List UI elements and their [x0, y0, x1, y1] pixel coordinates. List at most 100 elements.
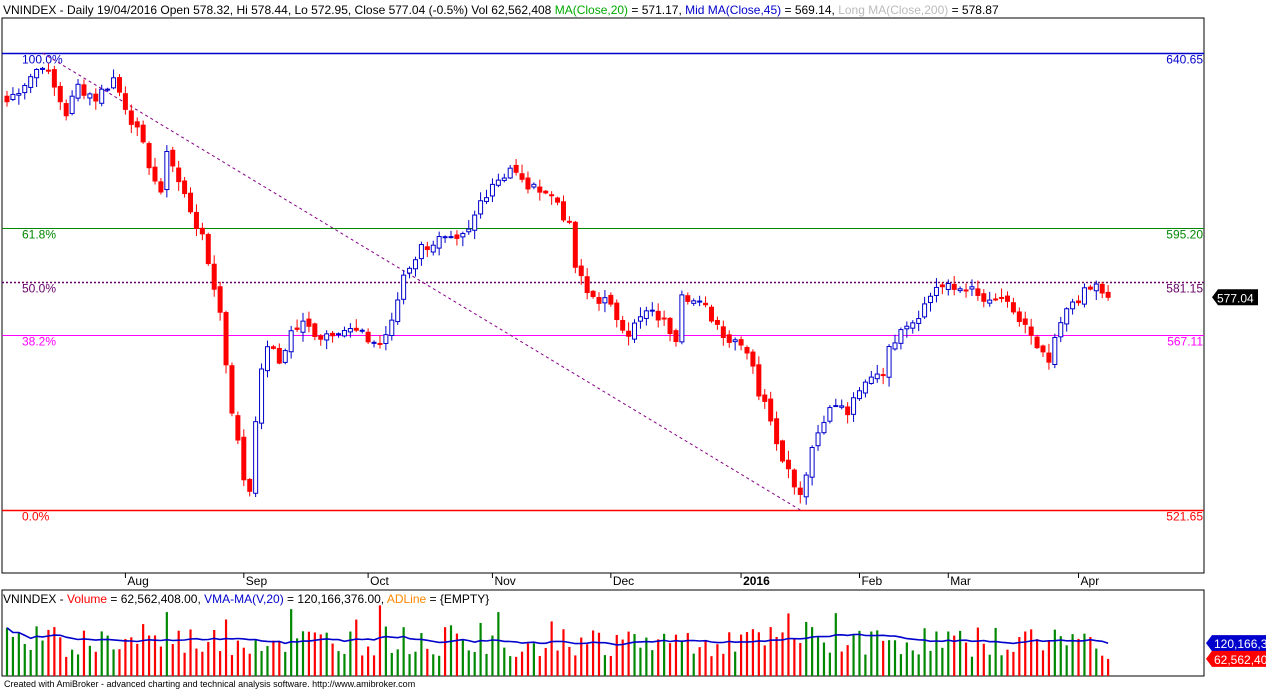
header-ma45-label: Mid MA(Close,45) — [685, 3, 782, 17]
candle-body — [1004, 295, 1010, 302]
candle-body — [708, 306, 714, 322]
candle-body — [833, 405, 839, 408]
vol-header-volume-value: = 62,562,408.00, — [107, 592, 205, 606]
header-ma20-label: MA(Close,20) — [554, 3, 629, 17]
vol-header-symbol: VNINDEX — [3, 592, 57, 606]
candle-body — [945, 282, 951, 290]
candle-body — [868, 376, 874, 384]
candle-body — [756, 364, 762, 397]
candle-body — [1028, 326, 1034, 336]
candle-body — [51, 69, 57, 88]
candle-body — [407, 267, 413, 274]
candle-body — [199, 227, 205, 235]
candle-body — [353, 327, 359, 331]
candle-body — [898, 329, 904, 344]
candle-body — [525, 177, 531, 190]
candle-body — [182, 180, 188, 195]
fib-pct-label-61-8: 61.8% — [22, 228, 56, 242]
candle-body — [193, 211, 199, 230]
candle-body — [785, 459, 791, 470]
candle-body — [614, 302, 620, 321]
volume-header: VNINDEX - Volume = 62,562,408.00, VMA-MA… — [3, 592, 489, 606]
candle-body — [969, 286, 975, 290]
vol-header-vma-value: = 120,166,376.00, — [283, 592, 387, 606]
candle-body — [318, 335, 324, 340]
candle-body — [703, 302, 709, 306]
candle-body — [478, 200, 484, 215]
candle-body — [803, 474, 809, 498]
candle-body — [241, 436, 247, 481]
candle-body — [957, 288, 963, 292]
candle-body — [1040, 345, 1046, 353]
candle-body — [892, 342, 898, 350]
x-label-apr: Apr — [1081, 574, 1100, 588]
candle-body — [797, 487, 803, 495]
candle-body — [1105, 291, 1111, 298]
candle-body — [667, 317, 673, 335]
candle-body — [697, 300, 703, 303]
candle-body — [217, 286, 223, 313]
candle-body — [874, 373, 880, 380]
candle-body — [578, 265, 584, 277]
candle-body — [596, 297, 602, 304]
vol-header-sep: - — [56, 592, 68, 606]
candle-body — [673, 330, 679, 343]
candle-body — [105, 88, 111, 91]
candle-body — [513, 164, 519, 173]
volume-pane-frame — [1, 589, 1205, 677]
candle-body — [939, 284, 945, 288]
candle-body — [229, 365, 235, 414]
candle-body — [276, 347, 282, 364]
candle-body — [993, 298, 999, 301]
candle-body — [116, 77, 122, 93]
candle-body — [981, 293, 987, 302]
candle-body — [205, 234, 211, 265]
candle-body — [851, 397, 857, 415]
x-label-dec: Dec — [613, 574, 634, 588]
candle-body — [815, 432, 821, 447]
candle-body — [649, 309, 655, 312]
candle-body — [253, 421, 259, 494]
x-label-oct: Oct — [370, 574, 389, 588]
candle-body — [164, 150, 170, 191]
candle-body — [916, 318, 922, 324]
candle-body — [768, 398, 774, 422]
candle-body — [549, 194, 555, 197]
candle-body — [839, 405, 845, 408]
price-header: VNINDEX - Daily 19/04/2016 Open 578.32, … — [3, 3, 999, 17]
candle-body — [300, 320, 306, 333]
candle-body — [1093, 283, 1099, 292]
candle-body — [412, 259, 418, 270]
candle-body — [454, 234, 460, 239]
candle-body — [643, 310, 649, 319]
candle-body — [140, 124, 146, 143]
candle-body — [93, 93, 99, 102]
candle-body — [999, 296, 1005, 299]
candle-body — [910, 322, 916, 329]
candle-body — [1099, 283, 1105, 294]
vma-value-tag — [1206, 635, 1266, 652]
candle-body — [99, 88, 105, 104]
candle-body — [247, 479, 253, 492]
volume-value-label: 62,562,40 — [1214, 653, 1266, 667]
candle-body — [1046, 352, 1052, 363]
candle-body — [862, 381, 868, 394]
candle-body — [951, 283, 957, 290]
candle-body — [632, 322, 638, 340]
candle-body — [531, 183, 537, 188]
fib-value-label-61-8: 595.20 — [1166, 228, 1203, 242]
candle-body — [1064, 308, 1070, 325]
x-label-aug: Aug — [127, 574, 148, 588]
candle-body — [732, 339, 738, 343]
candle-body — [75, 83, 81, 99]
candle-body — [81, 84, 87, 96]
candle-body — [324, 333, 330, 341]
candle-body — [235, 415, 241, 441]
candle-body — [128, 110, 134, 125]
vol-header-adline-value: = {EMPTY} — [426, 592, 490, 606]
header-ma200-value: = 578.87 — [948, 3, 999, 17]
candle-body — [176, 167, 182, 183]
candle-body — [501, 177, 507, 181]
candle-body — [679, 294, 685, 343]
